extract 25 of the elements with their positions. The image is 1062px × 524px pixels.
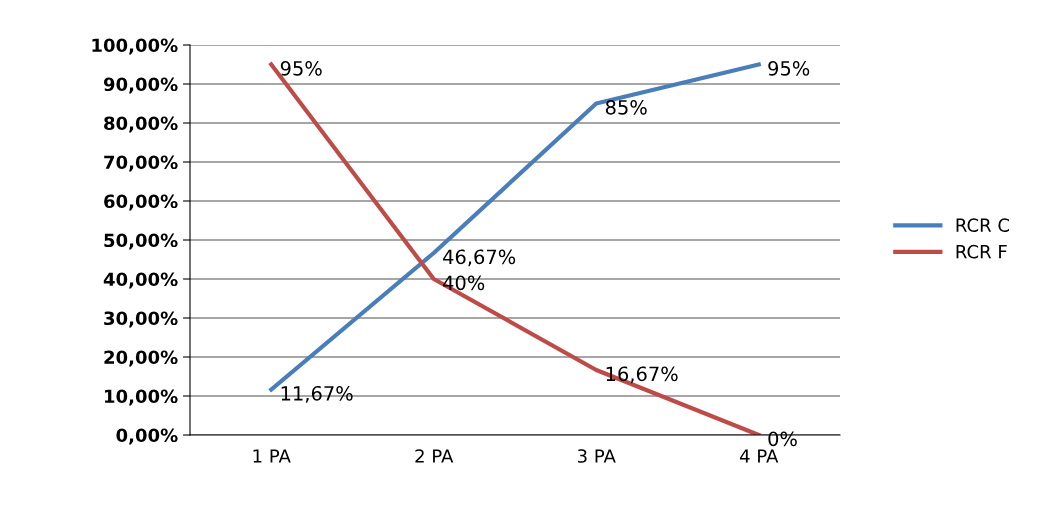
x-tick-label: 2 PA: [415, 449, 454, 463]
data-label: 46,67%: [443, 249, 516, 267]
y-tick-label: 20,00%: [104, 350, 178, 367]
y-tick-label: 100,00%: [92, 38, 178, 55]
y-tick-label: 30,00%: [104, 311, 178, 328]
data-label: 95%: [768, 60, 810, 76]
y-tick-label: 50,00%: [104, 233, 178, 250]
y-tick-label: 40,00%: [103, 272, 178, 289]
y-tick-label: 10,00%: [105, 389, 178, 406]
y-tick-label: 80,00%: [104, 116, 178, 133]
data-label: 11,67%: [281, 385, 353, 403]
data-label: 0%: [768, 431, 797, 447]
y-tick-label: 60,00%: [104, 194, 178, 211]
legend-label: RCR C: [956, 218, 1009, 232]
legend-label: RCR F: [956, 244, 1007, 259]
x-tick-label: 1 PA: [253, 449, 291, 463]
y-tick-label: 90,00%: [103, 77, 178, 94]
data-label: 85%: [605, 99, 647, 115]
y-tick-label: 70,00%: [104, 155, 178, 172]
data-label: 95%: [280, 60, 322, 76]
x-tick-label: 4 PA: [739, 449, 779, 463]
data-label: 40%: [443, 275, 485, 291]
y-tick-label: 0,00%: [116, 428, 178, 445]
x-tick-label: 3 PA: [577, 449, 616, 463]
data-label: 16,67%: [606, 366, 678, 384]
